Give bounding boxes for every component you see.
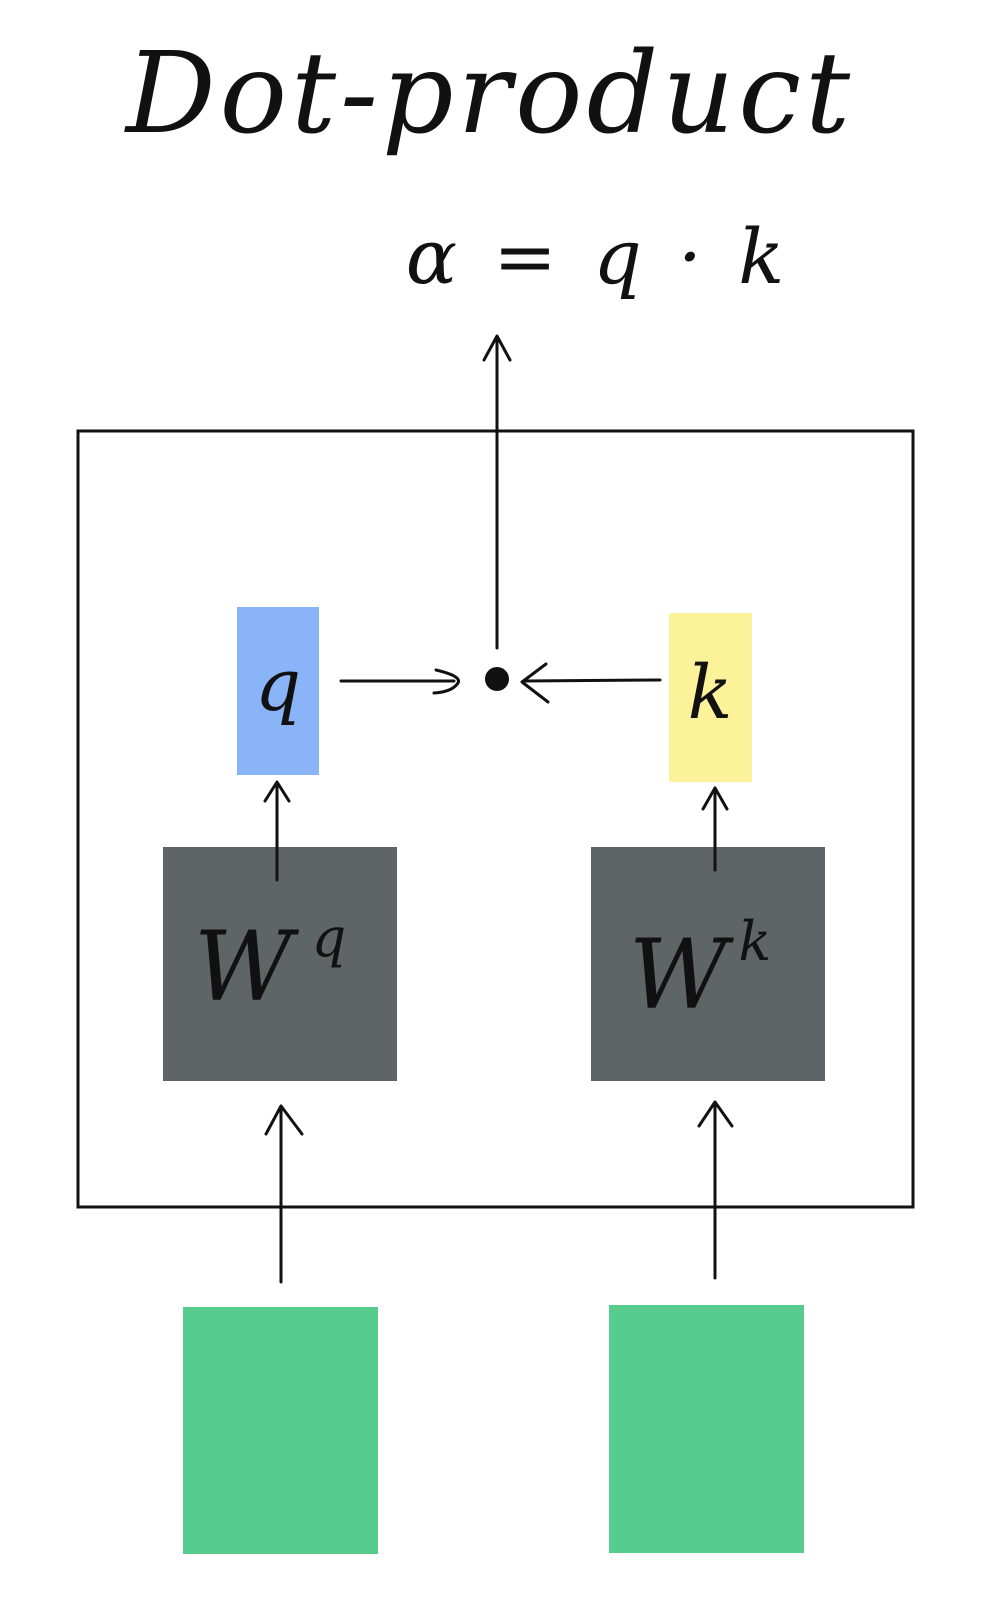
input-vector-right bbox=[609, 1305, 804, 1553]
formula-label: α = q · k bbox=[406, 212, 791, 301]
input-left-arrow bbox=[266, 1106, 302, 1282]
key-weight-superscript: k bbox=[739, 910, 772, 973]
query-to-dot-arrow bbox=[341, 670, 459, 693]
key-vector: k bbox=[669, 613, 752, 782]
diagram-title: Dot-product bbox=[124, 29, 854, 159]
query-weight-base: W bbox=[194, 911, 300, 1023]
key-vector-label: k bbox=[688, 650, 733, 736]
query-vector: q bbox=[237, 607, 319, 775]
query-weight-superscript: q bbox=[312, 906, 347, 969]
query-vector-label: q bbox=[255, 643, 301, 727]
key-weight-matrix: W k bbox=[591, 847, 825, 1081]
key-to-dot-arrow bbox=[522, 664, 660, 702]
input-vector-left bbox=[183, 1307, 378, 1554]
key-weight-base: W bbox=[629, 919, 735, 1031]
dot-product-node bbox=[485, 667, 509, 691]
input-right-arrow bbox=[699, 1102, 732, 1278]
query-weight-matrix: W q bbox=[163, 847, 397, 1081]
output-arrow bbox=[484, 336, 510, 648]
